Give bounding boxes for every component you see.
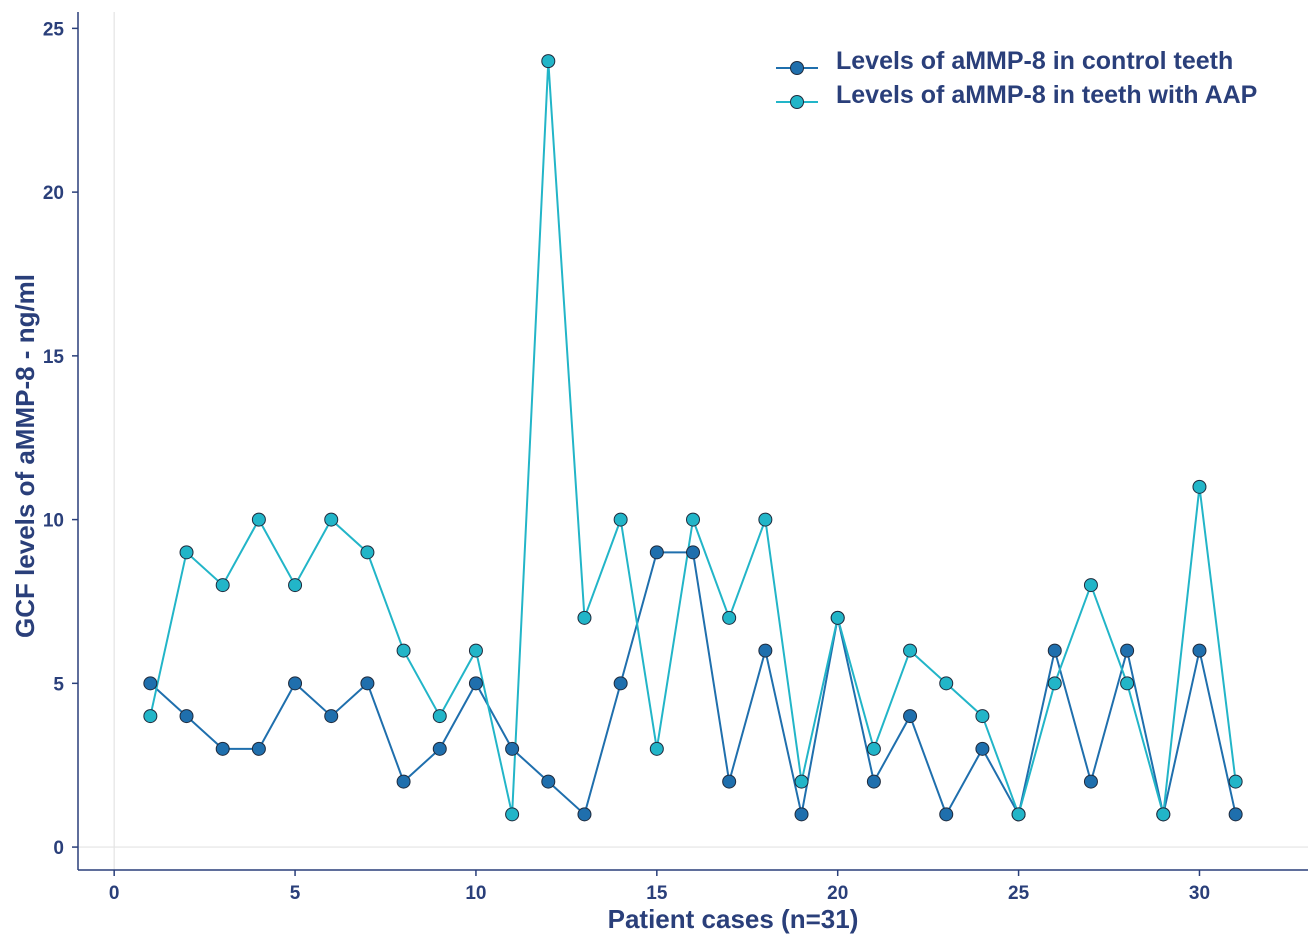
series-1-point	[505, 741, 520, 756]
series-1-point	[143, 676, 158, 691]
series-1-point	[288, 676, 303, 691]
series-2-point	[649, 741, 664, 756]
x-tick-label: 0	[109, 883, 120, 904]
y-tick-label: 10	[43, 511, 64, 532]
series-2-point	[686, 512, 700, 527]
series-1-point	[1228, 807, 1243, 822]
series-2-point	[1228, 774, 1243, 789]
series-1-point	[903, 709, 918, 724]
series-1-point	[324, 709, 339, 724]
series-area	[143, 54, 1243, 822]
legend-swatch-marker	[790, 61, 804, 75]
series-2-point	[1083, 578, 1098, 593]
series-1-point	[1047, 643, 1062, 658]
y-tick-label: 15	[43, 347, 65, 368]
series-2-point	[866, 741, 881, 756]
legend-label: Levels of aMMP-8 in teeth with AAP	[836, 81, 1257, 109]
series-2-point	[830, 610, 845, 625]
series-1-point	[939, 807, 954, 822]
axes: 0 5 10 15 20 25 0 5 10 15 20 25 30	[43, 12, 1308, 904]
series-1-point	[1083, 774, 1098, 789]
series-2-point	[288, 578, 303, 593]
series-2-point	[324, 512, 339, 527]
series-2-point	[215, 578, 230, 593]
series-1-point	[758, 643, 773, 658]
series-2-point	[1156, 807, 1171, 822]
series-2-point	[505, 807, 520, 822]
x-tick-label: 5	[290, 883, 301, 904]
x-tick-label: 15	[646, 883, 668, 904]
x-axis-title: Patient cases (n=31)	[608, 904, 859, 934]
series-2-point	[1047, 676, 1062, 691]
series-1-point	[396, 774, 411, 789]
series-2-point	[360, 545, 375, 560]
series-1-point	[794, 807, 809, 822]
y-tick-label: 5	[53, 674, 64, 695]
series-1-point	[541, 774, 556, 789]
series-2-point	[1120, 676, 1135, 691]
x-tick-label: 25	[1008, 883, 1030, 904]
series-2-point	[939, 676, 954, 691]
series-1-point	[1120, 643, 1135, 658]
series-2-point	[758, 512, 773, 527]
legend: Levels of aMMP-8 in control teeth Levels …	[776, 47, 1257, 109]
x-tick-label: 10	[465, 883, 486, 904]
series-2-point	[577, 610, 592, 625]
series-2-point	[1192, 479, 1207, 494]
series-1-point	[686, 545, 700, 560]
series-2-point	[541, 54, 556, 69]
series-1-point	[360, 676, 375, 691]
series-1-point	[866, 774, 881, 789]
series-1-point	[432, 741, 447, 756]
series-line-1	[149, 551, 1237, 818]
series-2-point	[251, 512, 266, 527]
x-tick-label: 30	[1189, 883, 1210, 904]
series-1-point	[468, 676, 483, 691]
series-2-point	[468, 643, 483, 658]
series-1-point	[215, 741, 230, 756]
series-1-point	[649, 545, 664, 560]
y-tick-label: 25	[43, 19, 65, 40]
series-1-point	[179, 709, 194, 724]
series-2-point	[975, 709, 990, 724]
legend-label: Levels of aMMP-8 in control teeth	[836, 47, 1233, 75]
y-tick-label: 20	[43, 183, 64, 204]
series-2-point	[1011, 807, 1026, 822]
series-2-point	[396, 643, 411, 658]
series-1-point	[975, 741, 990, 756]
y-axis-title: GCF levels of aMMP-8 - ng/ml	[10, 274, 40, 638]
series-1-point	[251, 741, 266, 756]
legend-swatch-marker	[790, 95, 804, 109]
series-1-point	[613, 676, 628, 691]
series-1-point	[1192, 643, 1207, 658]
series-1-point	[722, 774, 737, 789]
series-2-point	[903, 643, 918, 658]
series-1-point	[577, 807, 592, 822]
series-2-point	[613, 512, 628, 527]
x-tick-label: 20	[827, 883, 848, 904]
y-tick-label: 0	[53, 838, 64, 859]
series-2-point	[432, 709, 447, 724]
series-2-point	[143, 709, 158, 724]
series-2-point	[179, 545, 194, 560]
series-2-point	[794, 774, 809, 789]
series-line-2	[149, 61, 1237, 818]
series-2-point	[722, 610, 737, 625]
grid	[78, 12, 1308, 870]
